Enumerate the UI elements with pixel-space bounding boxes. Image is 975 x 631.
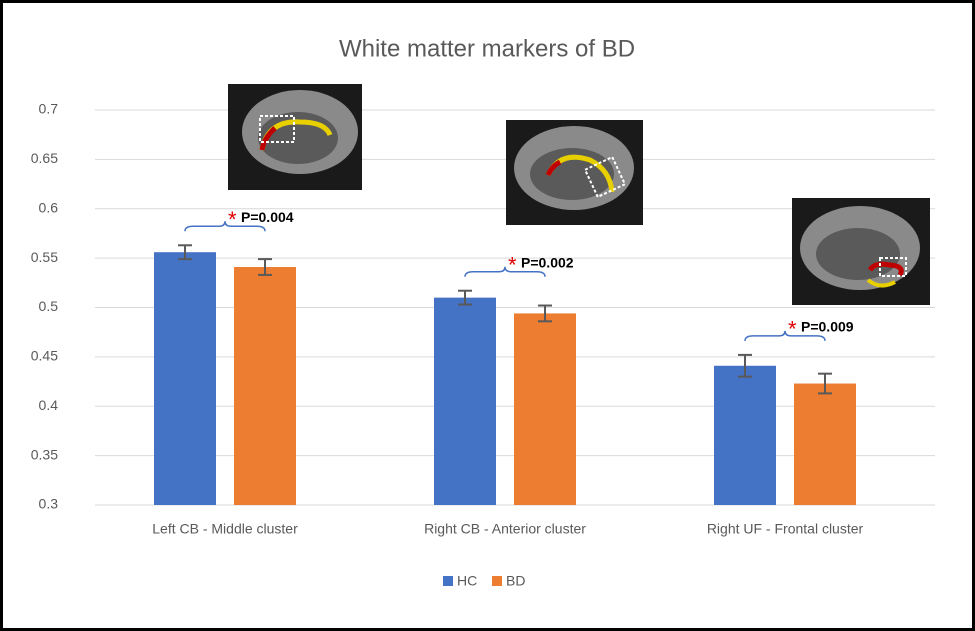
legend-label: BD: [506, 573, 525, 589]
bar: [794, 383, 856, 505]
error-bar: [258, 258, 272, 276]
p-value: P=0.004: [241, 209, 294, 225]
legend-swatch: [492, 576, 502, 586]
bar: [714, 365, 776, 505]
y-tick-label: 0.7: [39, 101, 59, 117]
p-value: P=0.002: [521, 254, 574, 270]
error-bar: [738, 353, 752, 378]
significance-star: *: [508, 253, 517, 278]
bar: [234, 267, 296, 505]
significance-star: *: [788, 317, 797, 342]
error-bar: [538, 304, 552, 323]
error-bar: [178, 244, 192, 261]
legend-label: HC: [457, 573, 477, 589]
brace: [744, 330, 826, 341]
chart-title: White matter markers of BD: [339, 35, 635, 62]
brace: [184, 221, 266, 232]
bar: [434, 297, 496, 505]
y-tick-label: 0.5: [39, 298, 59, 314]
p-value: P=0.009: [801, 319, 854, 335]
y-tick-label: 0.4: [39, 397, 59, 413]
x-tick-label: Right CB - Anterior cluster: [424, 521, 586, 537]
x-tick-label: Left CB - Middle cluster: [152, 521, 298, 537]
legend-swatch: [443, 576, 453, 586]
brain-image: [506, 120, 643, 225]
brain-image: [228, 84, 362, 190]
bar: [514, 313, 576, 505]
y-tick-label: 0.45: [31, 348, 58, 364]
y-tick-label: 0.65: [31, 150, 58, 166]
error-bar: [458, 289, 472, 306]
y-tick-label: 0.55: [31, 249, 58, 265]
significance-star: *: [228, 207, 237, 232]
y-tick-label: 0.3: [39, 496, 59, 512]
y-tick-label: 0.6: [39, 199, 59, 215]
error-bar: [818, 372, 832, 395]
bar: [154, 252, 216, 505]
y-tick-label: 0.35: [31, 446, 58, 462]
brain-image: [792, 198, 930, 305]
x-tick-label: Right UF - Frontal cluster: [707, 521, 864, 537]
